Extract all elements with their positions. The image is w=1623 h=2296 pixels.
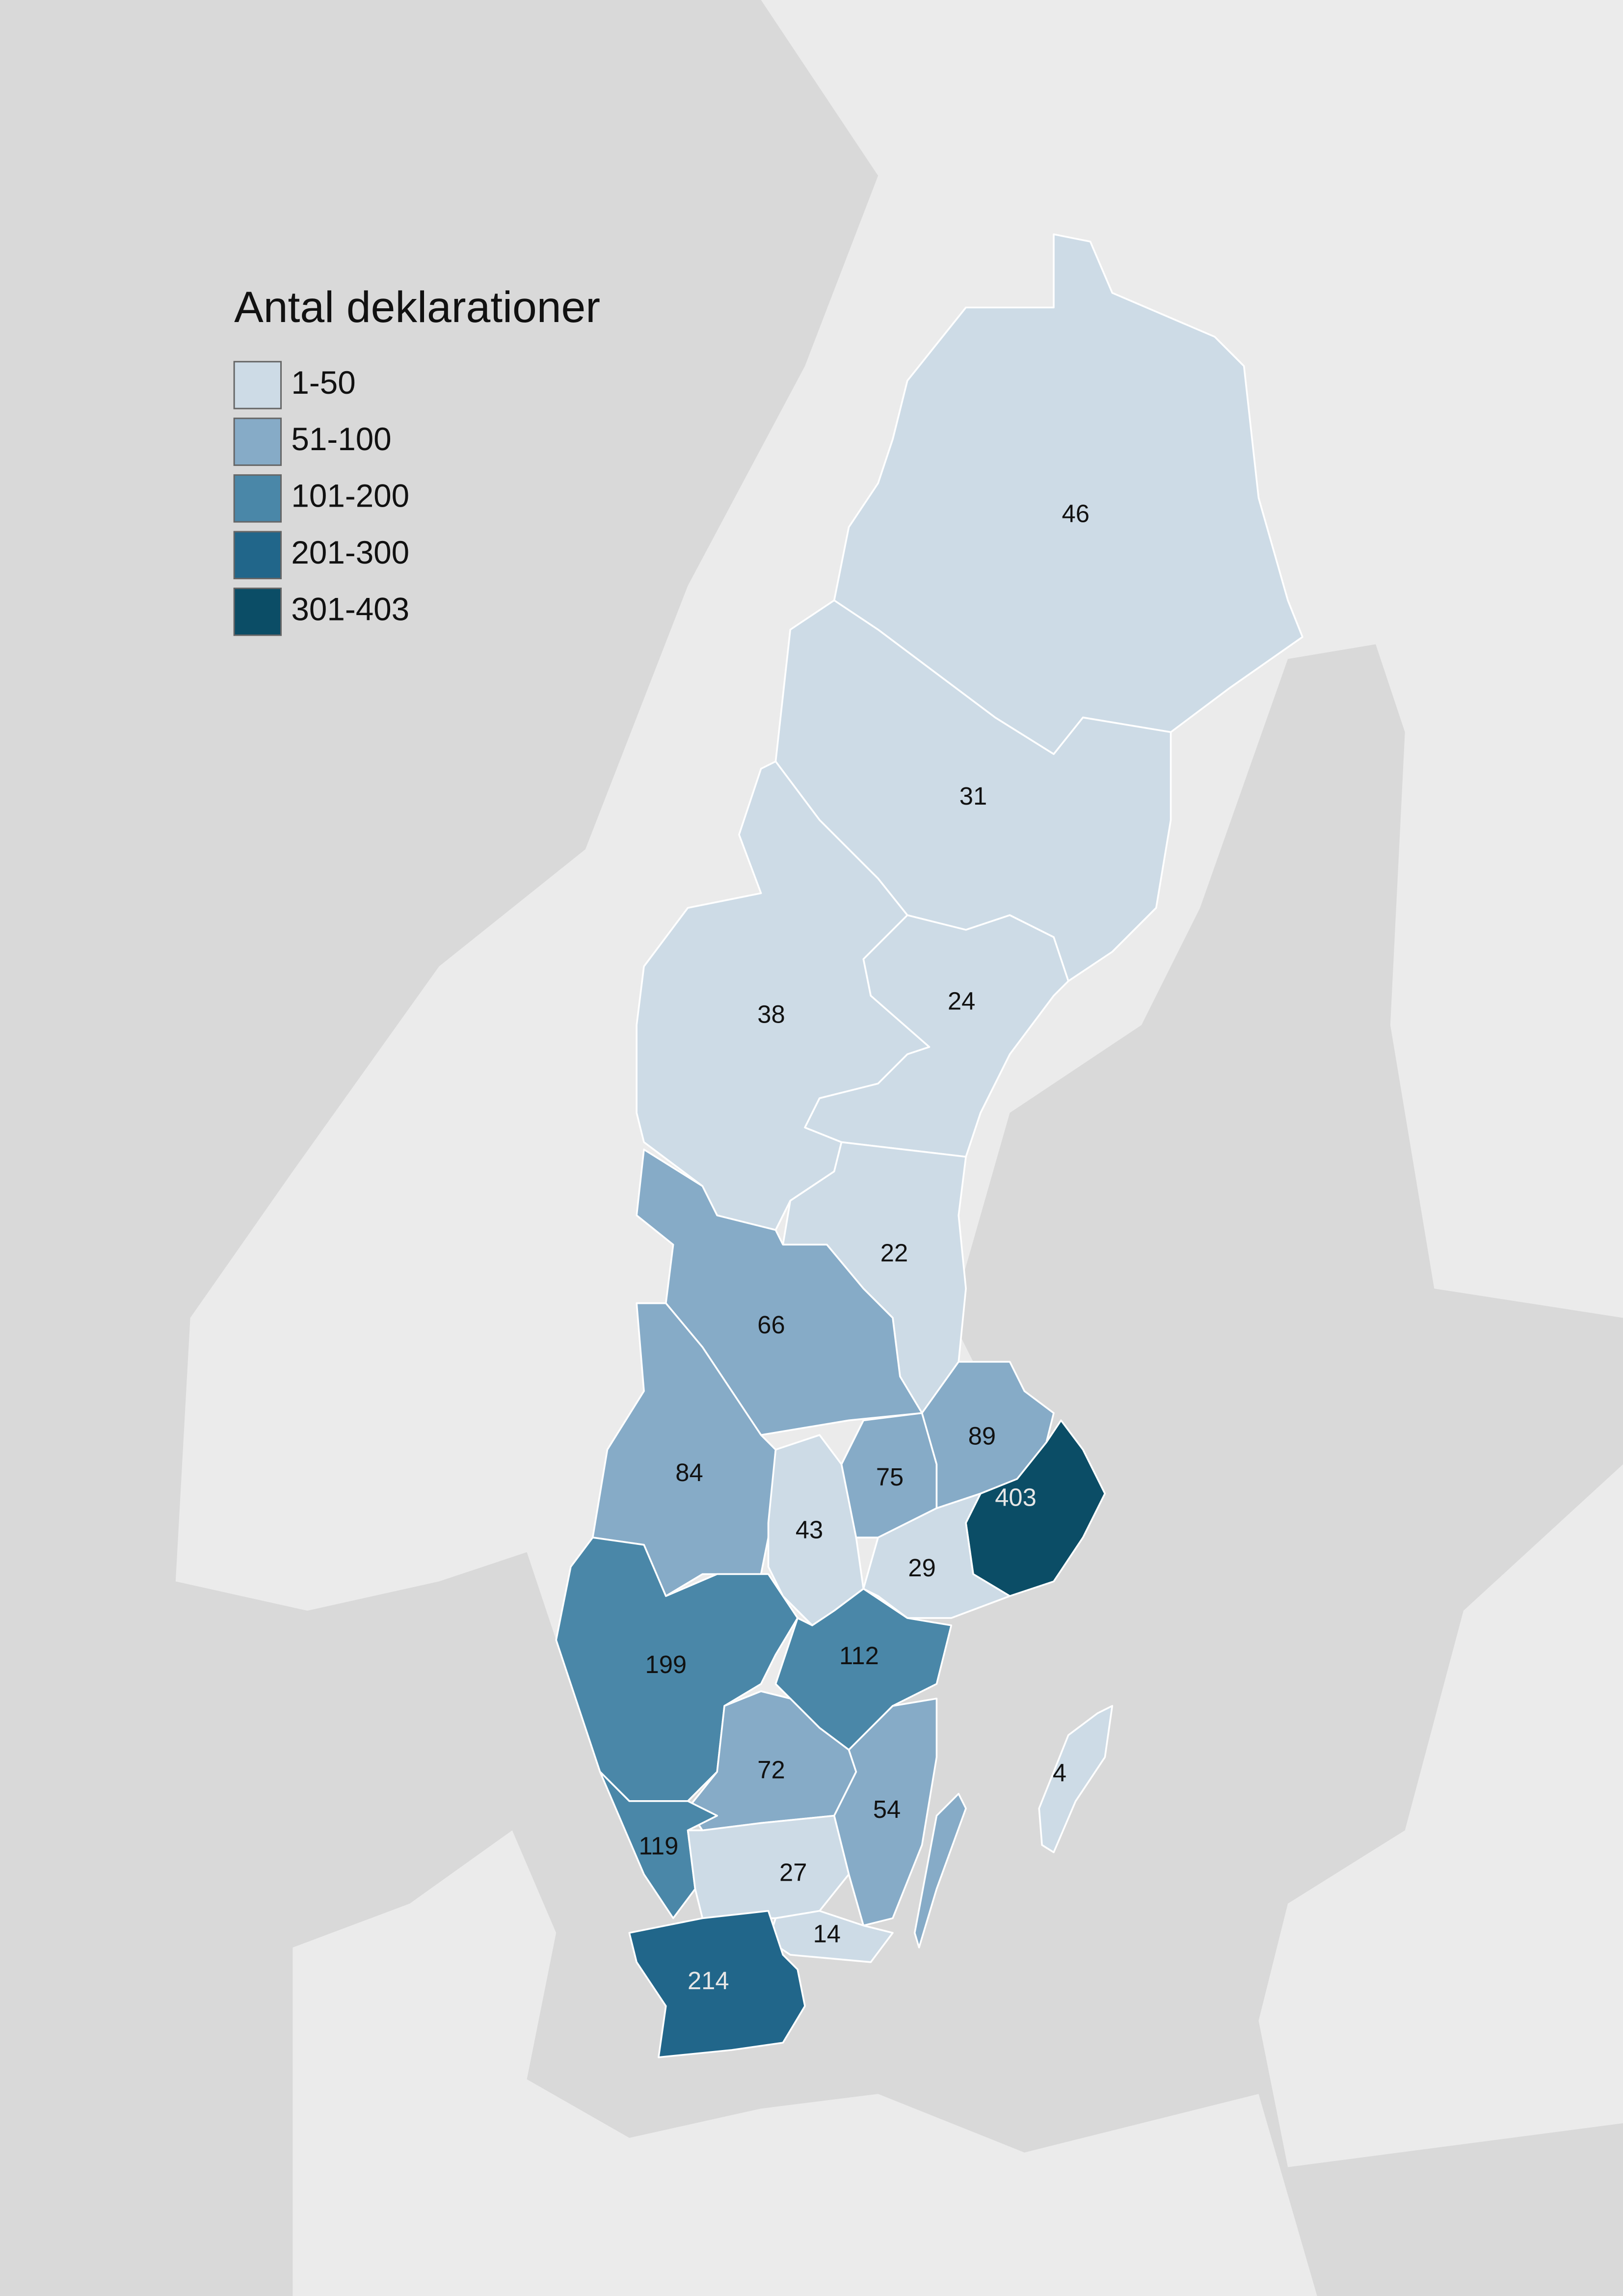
region-value: 403 [995,1484,1037,1512]
legend-swatch [233,474,282,523]
region-value: 54 [873,1795,901,1823]
legend-swatch [233,361,282,409]
region-value: 119 [639,1832,678,1860]
region [913,1793,967,1948]
region-value: 112 [839,1642,879,1670]
region [628,1910,806,2058]
region-value: 46 [1062,499,1090,527]
regions [555,233,1304,2058]
region-value: 199 [645,1650,687,1678]
region [687,1814,850,1919]
legend-label: 101-200 [291,478,409,514]
legend-swatch [233,587,282,636]
legend: 1-50 51-100 101-200 201-300 301-403 [233,361,409,636]
region-value: 72 [757,1756,785,1784]
land [1258,1464,1623,2167]
region-value: 66 [757,1311,785,1339]
legend-swatch [233,417,282,466]
region-value: 38 [757,1000,785,1028]
land [293,1830,1317,2296]
legend-title: Antal deklarationer [234,282,600,331]
region [636,1148,923,1436]
region [1038,1705,1114,1854]
region-value: 43 [796,1515,823,1543]
region-value: 214 [688,1967,729,1995]
region-value: 89 [968,1422,996,1450]
legend-swatch [233,531,282,579]
region [833,1698,938,1927]
region-value: 31 [959,782,987,810]
region-value: 4 [1053,1759,1066,1787]
region-value: 22 [880,1239,908,1267]
legend-label: 1-50 [291,365,355,401]
legend-label: 301-403 [291,592,409,627]
region-value: 75 [876,1463,904,1491]
region [862,1492,1011,1619]
legend-label: 51-100 [291,421,391,457]
region-value: 24 [948,987,975,1015]
region-value: 84 [675,1459,703,1486]
region-labels: 46 31 38 24 22 66 84 43 75 89 403 29 199 112 72 54 119 27… [639,499,1089,1995]
region-value: 14 [813,1920,841,1948]
region-value: 29 [908,1554,935,1582]
legend-label: 201-300 [291,535,409,570]
region-value: 27 [779,1858,807,1886]
region [965,1419,1106,1597]
